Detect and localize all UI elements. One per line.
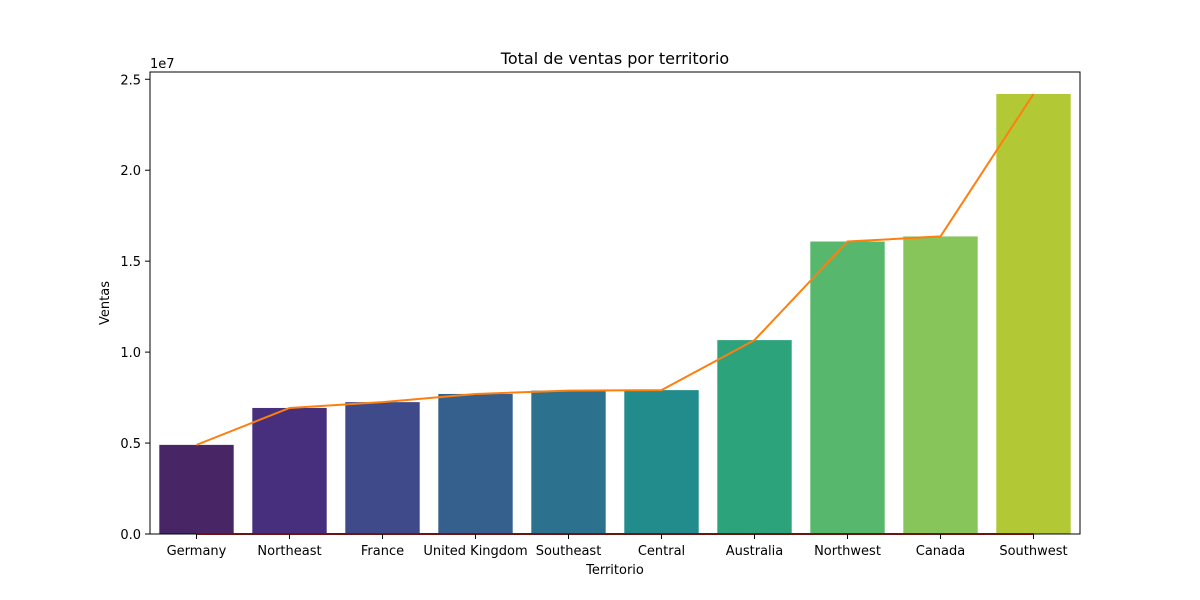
x-axis: Germany Northeast France United Kingdom Sout…: [167, 534, 1068, 559]
y-axis: 0.0 0.5 1.0 1.5 2.0 2.5: [120, 73, 150, 543]
y-tick-label: 2.0: [120, 164, 141, 179]
bar-australia: [717, 340, 792, 534]
bar-united-kingdom: [438, 393, 513, 534]
y-tick-label: 1.5: [120, 255, 141, 270]
bar-germany: [159, 444, 234, 534]
bar-northwest: [810, 241, 885, 535]
chart-title: Total de ventas por territorio: [500, 49, 729, 68]
bar-northeast: [252, 407, 327, 534]
bars-group: [159, 94, 1071, 535]
bar-central: [624, 390, 699, 534]
bar-canada: [903, 236, 978, 534]
y-tick-label: 0.5: [120, 437, 141, 452]
x-tick-label: Southwest: [999, 544, 1067, 559]
overlay-line: [196, 93, 1035, 446]
y-axis-label: Ventas: [98, 281, 113, 325]
x-tick-label: France: [361, 544, 404, 559]
x-tick-label: Canada: [916, 544, 965, 559]
x-tick-label: Australia: [726, 544, 784, 559]
plot-frame: [149, 71, 1081, 535]
y-tick-label: 0.0: [120, 528, 141, 543]
x-axis-label: Territorio: [585, 563, 644, 578]
y-offset-text: 1e7: [150, 57, 175, 72]
y-tick-label: 2.5: [120, 73, 141, 88]
y-tick-label: 1.0: [120, 346, 141, 361]
x-tick-label: Southeast: [536, 544, 602, 559]
x-tick-label: Central: [638, 544, 685, 559]
x-tick-label: United Kingdom: [423, 544, 527, 559]
x-tick-label: Germany: [167, 544, 227, 559]
bar-southwest: [996, 94, 1071, 534]
bar-france: [345, 402, 420, 534]
bar-southeast: [531, 390, 606, 534]
x-tick-label: Northeast: [257, 544, 321, 559]
x-tick-label: Northwest: [814, 544, 881, 559]
